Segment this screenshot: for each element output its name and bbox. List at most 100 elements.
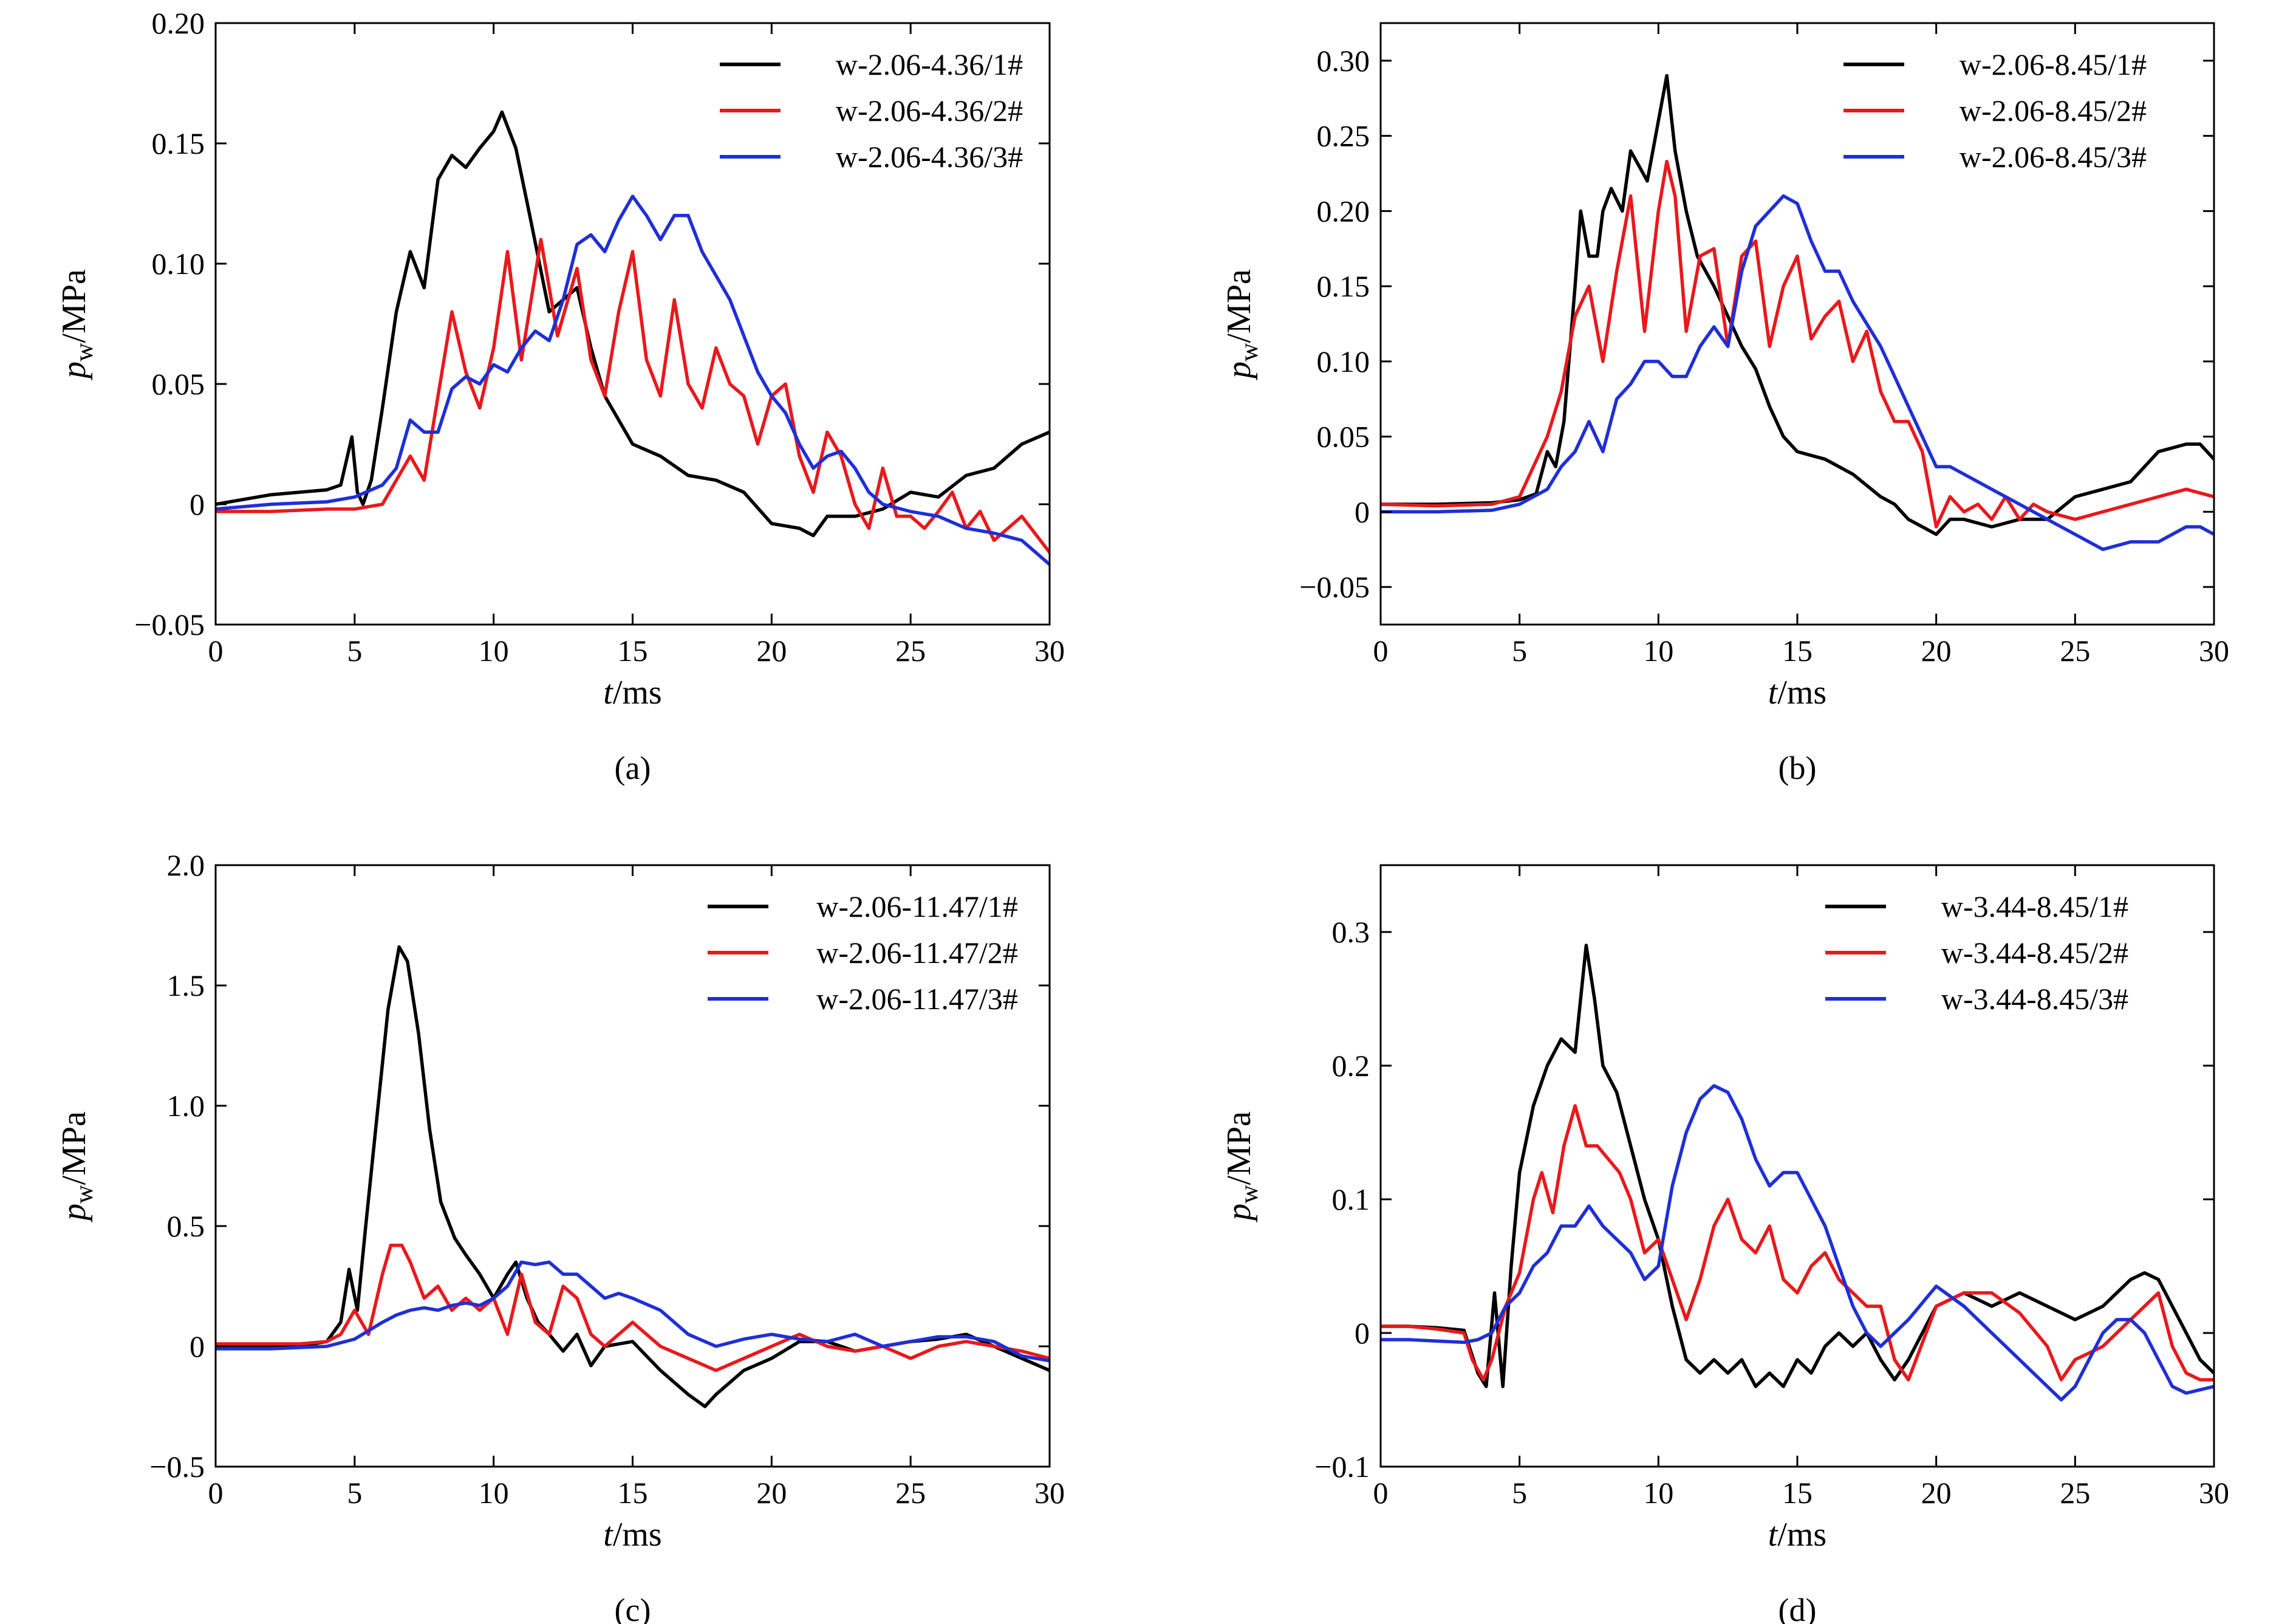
y-tick-label: 0.25 — [1317, 119, 1370, 153]
x-tick-label: 15 — [618, 1476, 648, 1510]
x-axis-label: t/ms — [1768, 1516, 1826, 1554]
y-axis-label-unit: /MPa — [1220, 269, 1258, 343]
y-tick-label: 0.15 — [1317, 269, 1370, 303]
x-axis-label-unit: /ms — [1777, 674, 1826, 711]
x-tick-label: 5 — [347, 1476, 362, 1510]
series-line-2 — [216, 238, 1050, 554]
y-tick-label: 2.0 — [167, 848, 205, 882]
y-tick-label: 0.1 — [1332, 1182, 1370, 1216]
series-line-1 — [216, 110, 1050, 538]
panel-caption: (b) — [1778, 750, 1817, 786]
y-tick-label: 0.20 — [1317, 194, 1370, 228]
x-axis-label-unit: /ms — [613, 674, 662, 711]
legend-label-2: w-3.44-8.45/2# — [1941, 936, 2128, 970]
x-tick-label: 0 — [208, 634, 224, 668]
y-axis-label-symbol: p — [1220, 1204, 1258, 1223]
y-tick-label: 0.15 — [152, 126, 205, 160]
legend-label-2: w-2.06-4.36/2# — [836, 94, 1023, 128]
y-tick-label: −0.1 — [1314, 1450, 1370, 1484]
legend-label-2: w-2.06-11.47/2# — [816, 936, 1017, 970]
series-line-3 — [1381, 194, 2214, 552]
x-tick-label: 10 — [479, 1476, 509, 1510]
y-tick-label: 0.3 — [1332, 915, 1370, 949]
y-tick-label: −0.05 — [134, 608, 205, 642]
legend-label-3: w-3.44-8.45/3# — [1941, 982, 2128, 1016]
panel-caption: (c) — [615, 1592, 651, 1624]
x-tick-label: 20 — [1921, 1476, 1952, 1510]
panel-d: 0 5 10 15 20 25 30−0.100.10.20.3t/mspw/MPaw-3.… — [1220, 864, 2229, 1624]
y-axis-label-unit: /MPa — [55, 1111, 93, 1185]
x-tick-label: 15 — [1782, 634, 1813, 668]
series-line-3 — [216, 1260, 1050, 1363]
y-axis-label-symbol: p — [55, 361, 93, 381]
x-axis-label-unit: /ms — [613, 1516, 662, 1554]
legend-label-2: w-2.06-8.45/2# — [1959, 94, 2147, 128]
x-tick-label: 25 — [895, 1476, 926, 1510]
y-axis-label-subscript: w — [70, 343, 98, 361]
x-tick-label: 5 — [1512, 1476, 1527, 1510]
y-tick-label: 0 — [190, 1329, 205, 1363]
y-tick-label: 1.0 — [167, 1089, 205, 1123]
x-axis-label-symbol: t — [603, 1516, 613, 1554]
x-tick-label: 5 — [1512, 634, 1527, 668]
x-tick-label: 25 — [895, 634, 926, 668]
y-tick-label: 0.2 — [1332, 1049, 1370, 1083]
x-tick-label: 20 — [1921, 634, 1952, 668]
series-line-1 — [1381, 944, 2214, 1388]
y-tick-label: 0 — [1355, 1316, 1370, 1350]
x-tick-label: 0 — [1373, 634, 1389, 668]
y-tick-label: 0.30 — [1317, 44, 1370, 78]
panel-caption: (d) — [1778, 1592, 1817, 1624]
series-line-3 — [216, 194, 1050, 566]
legend-label-1: w-3.44-8.45/1# — [1941, 889, 2128, 923]
y-axis-label: pw/MPa — [55, 1111, 98, 1223]
panel-c: 0 5 10 15 20 25 30−0.500.51.01.52.0t/mspw/MPaw… — [55, 848, 1065, 1624]
x-tick-label: 5 — [347, 634, 362, 668]
x-tick-label: 0 — [208, 1476, 224, 1510]
y-axis-label-subscript: w — [1235, 1185, 1263, 1204]
panel-b: 0 5 10 15 20 25 30−0.0500.050.100.150.200.250.… — [1220, 22, 2229, 786]
y-axis-label-unit: /MPa — [1220, 1111, 1258, 1185]
x-axis-label-unit: /ms — [1777, 1516, 1826, 1554]
y-tick-label: 0.05 — [152, 367, 205, 401]
legend-label-3: w-2.06-8.45/3# — [1959, 140, 2147, 174]
x-tick-label: 15 — [618, 634, 648, 668]
y-axis-label-symbol: p — [1220, 361, 1258, 381]
legend-label-1: w-2.06-11.47/1# — [816, 889, 1017, 923]
y-axis-label: pw/MPa — [1220, 269, 1263, 381]
y-tick-label: 1.5 — [167, 968, 205, 1002]
x-axis-label: t/ms — [603, 1516, 661, 1554]
x-tick-label: 15 — [1782, 1476, 1813, 1510]
legend-label-3: w-2.06-4.36/3# — [836, 140, 1023, 174]
x-axis-label-symbol: t — [1768, 1516, 1778, 1554]
y-tick-label: −0.05 — [1299, 570, 1370, 604]
x-axis-label-symbol: t — [1768, 674, 1778, 711]
x-tick-label: 30 — [1034, 634, 1065, 668]
y-axis-label-subscript: w — [1235, 343, 1263, 361]
panel-a: 0 5 10 15 20 25 30−0.0500.050.100.150.20t/mspw… — [55, 6, 1065, 786]
x-tick-label: 10 — [1643, 1476, 1673, 1510]
x-tick-label: 25 — [2060, 1476, 2090, 1510]
y-axis-label: pw/MPa — [55, 269, 98, 381]
y-axis-label-symbol: p — [55, 1204, 93, 1223]
series-line-3 — [1381, 1084, 2214, 1402]
legend-label-3: w-2.06-11.47/3# — [816, 982, 1017, 1016]
x-tick-label: 30 — [2199, 1476, 2229, 1510]
x-tick-label: 30 — [2199, 634, 2229, 668]
x-tick-label: 0 — [1373, 1476, 1389, 1510]
y-tick-label: 0.10 — [1317, 344, 1370, 379]
y-tick-label: 0.10 — [152, 247, 205, 281]
y-tick-label: 0.20 — [152, 6, 205, 40]
y-axis-label-unit: /MPa — [55, 269, 93, 343]
x-tick-label: 25 — [2060, 634, 2090, 668]
legend-label-1: w-2.06-4.36/1# — [836, 47, 1023, 81]
series-line-2 — [216, 1243, 1050, 1372]
series-line-2 — [1381, 1104, 2214, 1382]
y-tick-label: 0 — [1355, 495, 1370, 529]
x-axis-label-symbol: t — [603, 674, 613, 711]
y-tick-label: 0 — [190, 487, 205, 521]
y-tick-label: 0.05 — [1317, 420, 1370, 454]
x-tick-label: 10 — [479, 634, 509, 668]
x-tick-label: 20 — [756, 1476, 787, 1510]
